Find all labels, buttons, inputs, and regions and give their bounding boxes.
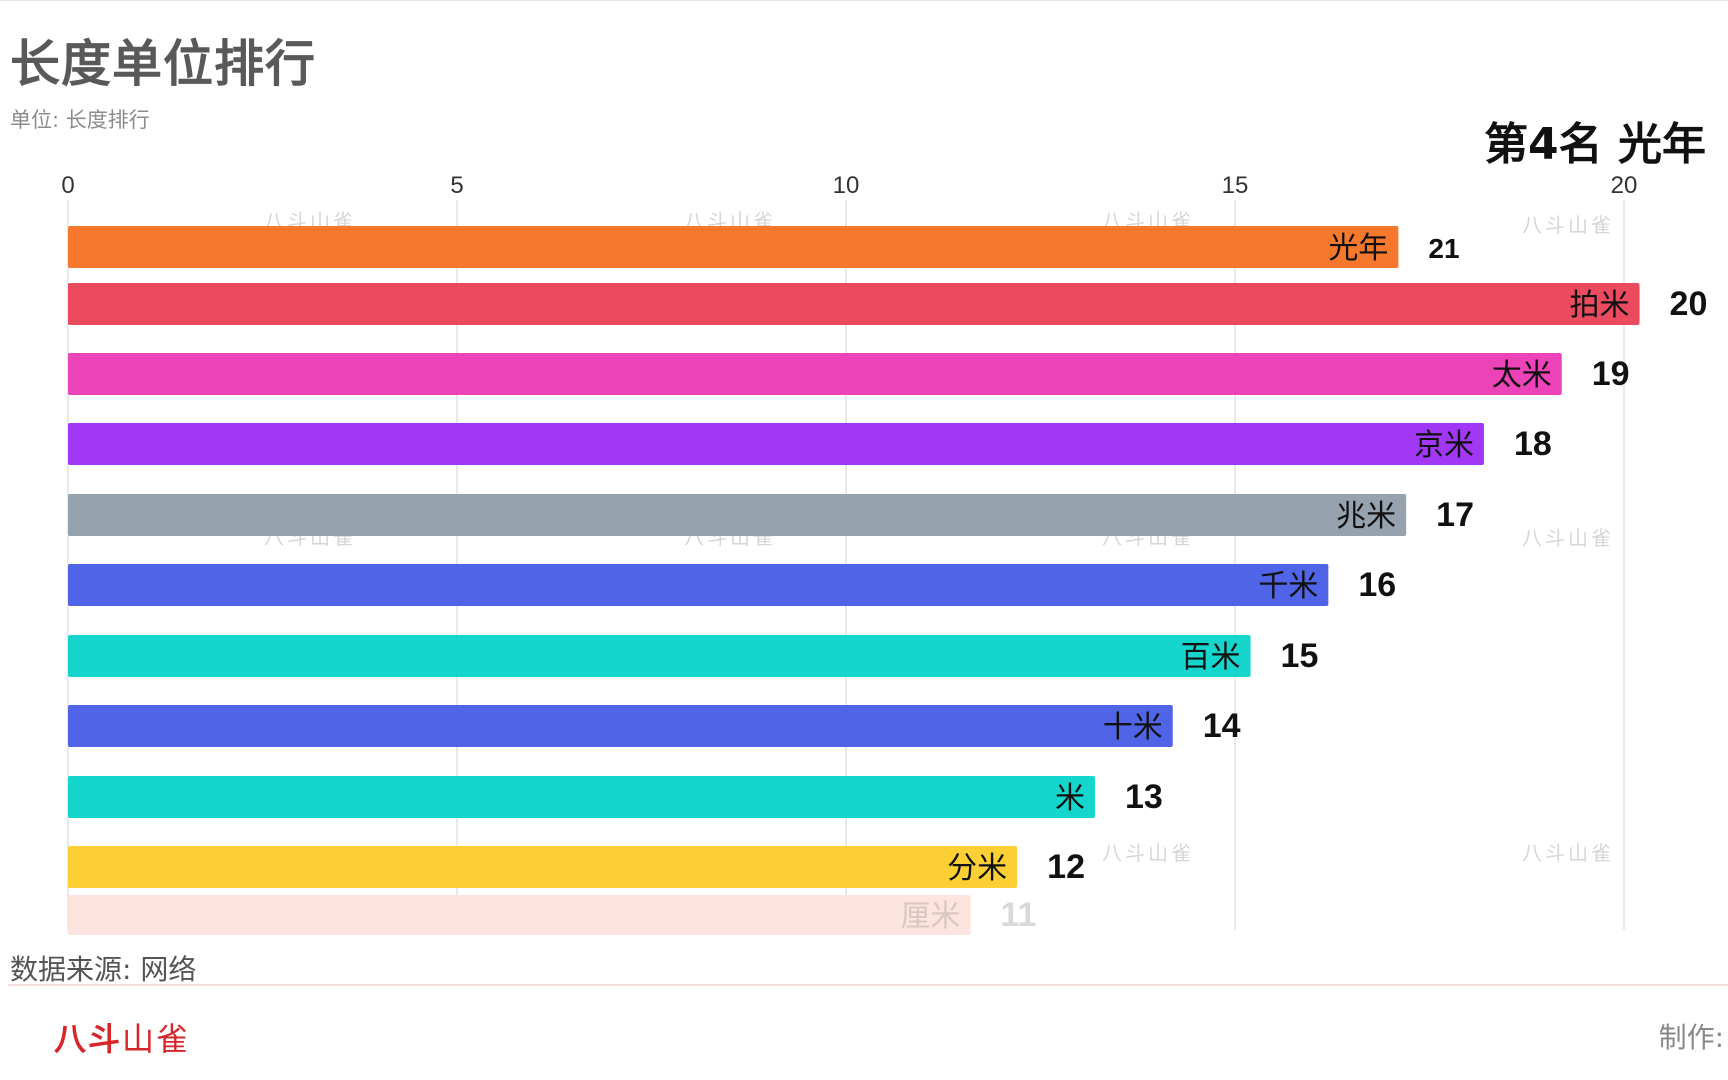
footer-divider: [8, 984, 1728, 986]
bar-value-label: 16: [1358, 566, 1396, 604]
current-rank-label: 第4名 光年: [1484, 119, 1706, 170]
x-tick-label: 10: [833, 172, 860, 199]
bar-value-label: 14: [1203, 707, 1241, 745]
chart-title: 长度单位排行: [10, 35, 316, 93]
bar-value-label: 11: [1000, 896, 1036, 934]
bar-category-label: 厘米: [900, 900, 960, 933]
bar: [68, 635, 1251, 677]
watermark: 八斗山雀: [1522, 527, 1614, 550]
bar: [68, 846, 1018, 888]
chart-subtitle: 单位: 长度排行: [10, 108, 150, 132]
bar-category-label: 兆米: [1336, 500, 1396, 533]
bar-category-label: 京米: [1414, 429, 1474, 462]
bar-value-label: 19: [1592, 355, 1630, 393]
bar-category-label: 米: [1055, 782, 1085, 815]
bar-value-label: 20: [1670, 285, 1708, 323]
bar: [68, 705, 1173, 747]
bar-value-label: 12: [1047, 848, 1085, 886]
x-tick-label: 20: [1611, 172, 1638, 199]
logo-light-text: 山雀: [122, 1020, 191, 1058]
bar: [68, 776, 1095, 818]
bar-value-label: 17: [1436, 496, 1474, 534]
bar: [68, 283, 1640, 325]
bar: [68, 494, 1407, 536]
bar-category-label: 百米: [1181, 641, 1241, 674]
bar-value-label: 21: [1428, 233, 1459, 264]
brand-logo: 八斗山雀: [54, 1014, 190, 1060]
bar-category-label: 十米: [1103, 711, 1163, 744]
logo-bold-text: 八斗: [54, 1020, 123, 1058]
bar: [68, 226, 1399, 268]
bar-value-label: 15: [1281, 637, 1319, 675]
bar: [68, 895, 971, 935]
credit-label: 制作:: [1658, 1021, 1724, 1054]
top-rule: [0, 0, 1728, 1]
bar-category-label: 拍米: [1570, 289, 1630, 322]
x-tick-label: 15: [1222, 172, 1249, 199]
bar-value-label: 13: [1125, 778, 1163, 816]
data-source: 数据来源: 网络: [10, 953, 197, 986]
x-tick-label: 0: [61, 172, 74, 199]
bar-category-label: 分米: [947, 852, 1007, 885]
bar-value-label: 18: [1514, 425, 1552, 463]
watermark: 八斗山雀: [1522, 842, 1614, 865]
x-tick-label: 5: [450, 172, 463, 199]
watermark: 八斗山雀: [1522, 214, 1614, 237]
bar: [68, 564, 1329, 606]
bar: [68, 353, 1562, 395]
bar-category-label: 太米: [1492, 359, 1552, 392]
watermark: 八斗山雀: [1102, 842, 1194, 865]
bar: [68, 423, 1484, 465]
bar-category-label: 千米: [1258, 570, 1318, 603]
bar-category-label: 光年: [1328, 232, 1388, 265]
